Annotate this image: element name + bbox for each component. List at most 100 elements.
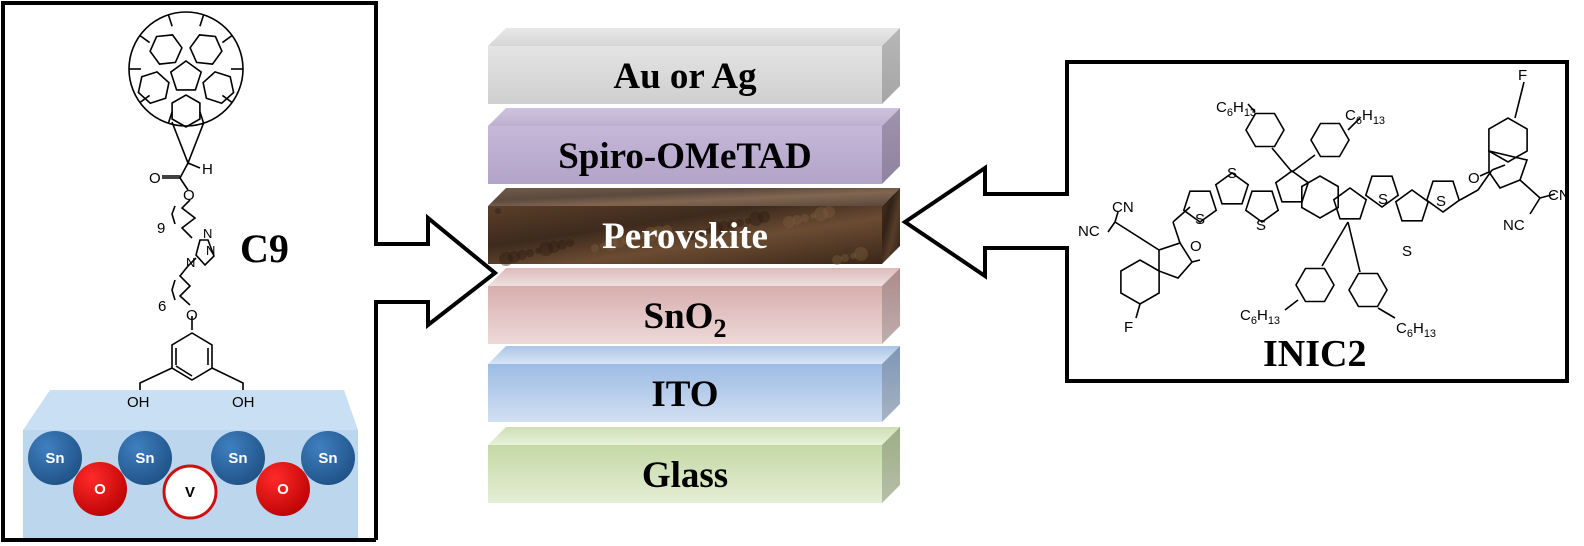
thiophene-ring xyxy=(1364,175,1400,208)
c60-pentagon xyxy=(169,60,203,91)
atom-n: N xyxy=(203,226,212,241)
perovskite-texture xyxy=(662,225,672,235)
c6h13-group: C6H13 xyxy=(1396,320,1436,340)
perovskite-texture xyxy=(566,239,574,247)
bonds xyxy=(1479,81,1556,215)
c60-bond xyxy=(139,34,151,44)
cyclopropane-bond xyxy=(171,121,205,166)
c60-bond xyxy=(167,14,173,27)
perovskite-texture xyxy=(718,221,730,233)
atom-s: S xyxy=(1378,191,1388,208)
atom-nc: NC xyxy=(1503,217,1525,234)
atom-oh-right: OH xyxy=(232,394,255,411)
layer-au-or-ag: Au or Ag xyxy=(488,28,900,104)
c6h13-group: C6H13 xyxy=(1216,99,1256,119)
atom-o: O xyxy=(1468,170,1480,187)
perovskite-texture xyxy=(495,208,501,214)
perovskite-texture xyxy=(705,228,711,234)
layer-front-face xyxy=(488,364,882,422)
c60-bond xyxy=(221,94,233,104)
perovskite-texture xyxy=(841,254,849,262)
perovskite-texture xyxy=(517,250,527,260)
svg-text:Sn: Sn xyxy=(45,450,64,467)
atom-n: N xyxy=(186,255,195,270)
perovskite-texture xyxy=(557,240,567,250)
c60-bond xyxy=(199,111,205,124)
perovskite-texture xyxy=(526,249,534,257)
perovskite-texture xyxy=(613,236,625,248)
bonds xyxy=(1247,103,1506,319)
layer-perovskite: Perovskite xyxy=(488,188,900,266)
layer-label: Glass xyxy=(642,455,728,496)
atom-ester-o: O xyxy=(183,187,195,204)
atom-f: F xyxy=(1518,67,1527,84)
inic2-molecule xyxy=(1107,81,1556,319)
c9-molecule xyxy=(128,11,245,432)
layer-top-face xyxy=(488,108,900,126)
svg-text:V: V xyxy=(185,484,195,501)
layer-sno: SnO2 xyxy=(488,268,900,344)
layer-label: Spiro-OMeTAD xyxy=(558,136,812,177)
perovskite-texture xyxy=(591,244,599,252)
svg-text:O: O xyxy=(94,481,106,498)
layer-side-face xyxy=(882,188,900,264)
perovskite-texture xyxy=(644,227,658,241)
atom-s: S xyxy=(1436,193,1446,210)
layer-side-face xyxy=(882,427,900,503)
c9-label: C9 xyxy=(240,226,289,271)
layer-label: Perovskite xyxy=(602,216,768,257)
left-panel-frame-arrow xyxy=(1,1,499,542)
c60-bond xyxy=(139,94,151,104)
perovskite-texture xyxy=(823,206,835,218)
perovskite-texture xyxy=(622,235,632,245)
perovskite-texture xyxy=(687,230,697,240)
atom-h: H xyxy=(202,161,213,178)
c60-bond xyxy=(167,111,173,124)
perovskite-texture xyxy=(548,241,560,253)
indanone-benzene-right xyxy=(1488,117,1528,163)
c60-outline xyxy=(128,11,244,127)
repeat-count-9: 9 xyxy=(157,220,165,237)
layer-top-face xyxy=(488,346,900,364)
c60-hexagon xyxy=(149,34,183,65)
bonds xyxy=(1107,206,1201,319)
c60-hexagon xyxy=(137,70,170,105)
perovskite-texture xyxy=(600,243,606,249)
thiophene-ring xyxy=(1182,190,1218,223)
layer-front-face xyxy=(488,206,882,264)
indanone-pentagon-right xyxy=(1488,149,1529,189)
svg-text:Sn: Sn xyxy=(228,450,247,467)
layer-side-face xyxy=(882,108,900,184)
perovskite-texture xyxy=(736,219,744,227)
right-panel-frame-arrow xyxy=(901,60,1569,383)
perovskite-texture xyxy=(792,215,802,225)
perovskite-texture xyxy=(640,233,646,239)
atom-s: S xyxy=(1256,217,1266,234)
central-benzene xyxy=(1301,175,1339,219)
perovskite-texture xyxy=(653,226,665,238)
atom-s: S xyxy=(1195,211,1205,228)
layer-side-face xyxy=(882,346,900,422)
layer-top-face xyxy=(488,268,900,286)
c60-hexagon xyxy=(171,94,201,128)
c60-bond xyxy=(199,14,205,27)
perovskite-texture xyxy=(801,214,809,222)
layer-label: Au or Ag xyxy=(613,56,757,97)
device-layer-stack: Au or Ag Spiro-OMeTAD Perovskite SnO2 ITO Gla… xyxy=(488,28,900,503)
thiophene-ring xyxy=(1332,187,1368,220)
perovskite-texture xyxy=(631,234,639,242)
layer-side-face xyxy=(882,268,900,344)
layer-front-face xyxy=(488,126,882,184)
atom-carbonyl-o: O xyxy=(149,170,161,187)
phenyl-ring xyxy=(1245,112,1285,148)
thiophene-ring xyxy=(1425,180,1461,213)
phenyl-ring xyxy=(1295,267,1335,303)
sn-atom: Sn xyxy=(301,431,355,485)
svg-text:O: O xyxy=(277,481,289,498)
layer-front-face xyxy=(488,445,882,503)
c6h13-group: C6H13 xyxy=(1240,307,1280,327)
indanone-pentagon-left xyxy=(1158,242,1193,279)
perovskite-texture xyxy=(727,220,737,230)
perovskite-texture xyxy=(709,222,723,236)
